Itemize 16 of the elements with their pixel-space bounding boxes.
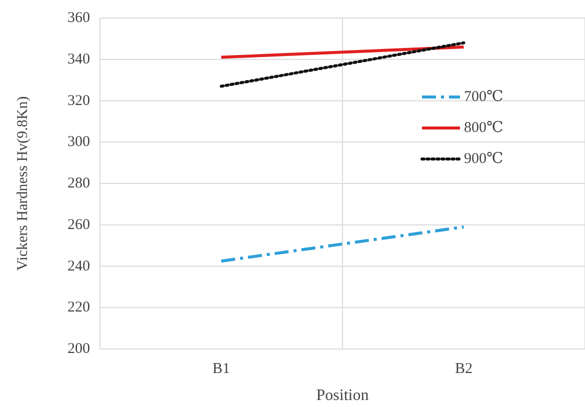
x-tick-label: B2 bbox=[454, 361, 473, 377]
y-tick-label: 360 bbox=[68, 10, 90, 26]
y-tick-label: 240 bbox=[68, 258, 90, 274]
y-tick-label: 260 bbox=[68, 216, 90, 233]
y-tick-label: 320 bbox=[68, 92, 90, 109]
y-tick-label: 340 bbox=[68, 51, 90, 68]
legend-label: 700℃ bbox=[464, 89, 504, 105]
x-axis-title: Position bbox=[316, 387, 369, 404]
y-tick-label: 200 bbox=[68, 341, 90, 357]
legend-label: 900℃ bbox=[464, 151, 504, 167]
x-tick-label: B1 bbox=[212, 361, 230, 377]
y-tick-label: 280 bbox=[68, 176, 90, 192]
legend-label: 800℃ bbox=[464, 120, 504, 136]
y-tick-label: 300 bbox=[68, 134, 90, 150]
y-tick-label: 220 bbox=[68, 300, 90, 316]
y-axis-title: Vickers Hardness Hv(9.8Kn) bbox=[15, 96, 31, 271]
